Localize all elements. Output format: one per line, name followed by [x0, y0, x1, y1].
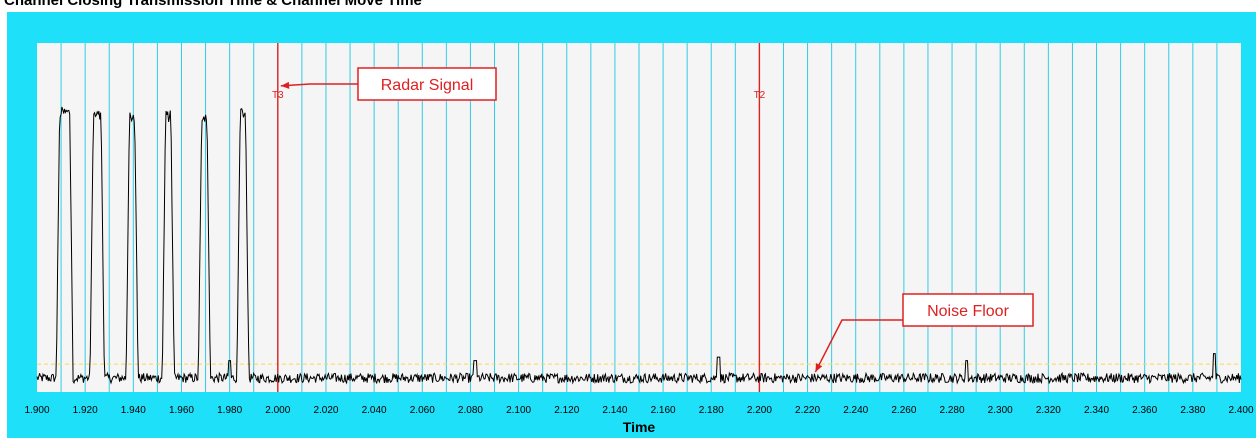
x-tick-label: 2.020: [313, 405, 338, 416]
x-tick-label: 2.240: [843, 405, 868, 416]
callout: Noise Floor: [814, 293, 1034, 373]
callout-arrowhead: [815, 363, 823, 373]
x-tick-label: 2.340: [1084, 405, 1109, 416]
x-tick-label: 2.080: [458, 405, 483, 416]
x-axis-label: Time: [623, 419, 656, 435]
callout-leader: [814, 319, 903, 373]
x-tick-label: 1.940: [121, 405, 146, 416]
x-tick-label: 1.960: [169, 405, 194, 416]
x-tick-label: 2.360: [1132, 405, 1157, 416]
x-tick-label: 2.180: [699, 405, 724, 416]
marker-lines: T3 T2: [272, 43, 766, 392]
x-tick-label: 2.140: [602, 405, 627, 416]
callout-box: [902, 293, 1034, 327]
x-axis-tick-labels: 1.900 1.920 1.940 1.960 1.980 2.000 2.020 2.040…: [24, 405, 1253, 416]
chart-title: Channel Closing Transmission Time & Chan…: [4, 0, 422, 9]
marker-label: T2: [754, 90, 766, 101]
x-tick-label: 2.260: [891, 405, 916, 416]
callout-label: Radar Signal: [381, 77, 474, 94]
x-tick-label: 2.380: [1180, 405, 1205, 416]
x-tick-label: 2.000: [265, 405, 290, 416]
marker-label: T3: [272, 90, 284, 101]
x-tick-label: 2.120: [554, 405, 579, 416]
x-tick-label: 1.980: [217, 405, 242, 416]
callout-box: [357, 67, 497, 101]
x-tick-label: 2.160: [651, 405, 676, 416]
x-tick-label: 1.900: [24, 405, 49, 416]
x-tick-label: 2.280: [940, 405, 965, 416]
x-tick-label: 2.300: [988, 405, 1013, 416]
callout-leader: [280, 83, 358, 87]
callout: Radar Signal: [280, 67, 497, 101]
callout-arrowhead: [280, 81, 290, 89]
x-tick-label: 2.320: [1036, 405, 1061, 416]
x-tick-label: 2.040: [362, 405, 387, 416]
x-tick-label: 2.220: [795, 405, 820, 416]
x-tick-label: 2.060: [410, 405, 435, 416]
grid-lines: [60, 43, 1218, 392]
x-tick-label: 1.920: [73, 405, 98, 416]
x-tick-label: 2.400: [1228, 405, 1253, 416]
callouts: Radar Signal Noise Floor: [280, 67, 1034, 373]
x-tick-label: 2.100: [506, 405, 531, 416]
x-tick-label: 2.200: [747, 405, 772, 416]
callout-label: Noise Floor: [927, 303, 1009, 320]
signal-trace: [36, 106, 1242, 385]
